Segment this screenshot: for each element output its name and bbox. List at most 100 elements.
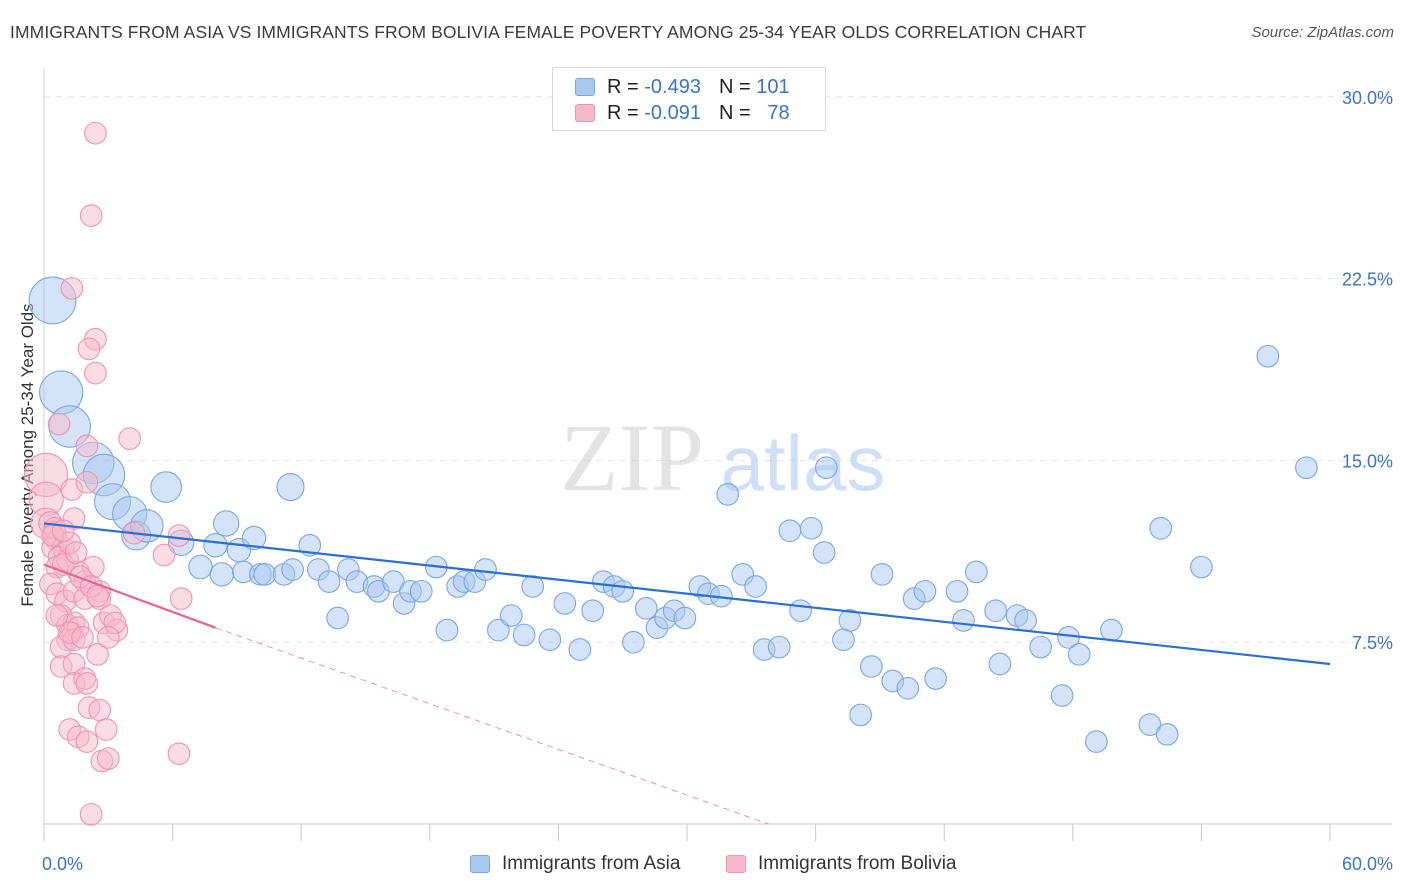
x-tick-label-max: 60.0% — [1342, 854, 1393, 874]
bottom-legend-bolivia: Immigrants from Bolivia — [726, 852, 957, 876]
bolivia-point — [51, 519, 75, 543]
asia-swatch — [575, 78, 595, 96]
bolivia-point — [94, 718, 118, 741]
bottom-bolivia-swatch — [726, 855, 746, 873]
bolivia-point — [118, 427, 142, 450]
asia-point — [281, 558, 304, 581]
bolivia-point — [96, 626, 120, 649]
bolivia-point — [79, 204, 103, 227]
asia-point — [1295, 456, 1318, 480]
bolivia-point — [167, 742, 191, 766]
asia-point — [1100, 618, 1123, 642]
asia-point — [812, 541, 836, 564]
asia-point — [474, 558, 497, 581]
asia-point — [778, 519, 802, 543]
bolivia-point — [64, 541, 88, 564]
asia-point — [188, 554, 213, 580]
asia-point — [622, 630, 645, 654]
bolivia-n-value: 78 — [767, 101, 790, 124]
asia-r-label: R = — [607, 75, 639, 98]
asia-point — [317, 570, 341, 593]
y-tick-label: 30.0% — [1342, 88, 1393, 108]
asia-point — [553, 592, 577, 615]
bolivia-point — [79, 802, 103, 826]
asia-point — [634, 596, 658, 620]
asia-point — [568, 638, 592, 661]
asia-point — [859, 655, 883, 678]
asia-point — [673, 606, 697, 630]
asia-point — [1256, 344, 1280, 368]
asia-point — [276, 473, 305, 502]
asia-point — [924, 667, 947, 690]
bolivia-point — [167, 524, 191, 547]
bolivia-n-label: N = — [718, 101, 751, 124]
bottom-bolivia-label: Immigrants from Bolivia — [758, 853, 957, 874]
asia-point — [150, 471, 183, 503]
chart-title: IMMIGRANTS FROM ASIA VS IMMIGRANTS FROM … — [10, 22, 1087, 42]
series-asia — [28, 276, 1318, 753]
bolivia-point — [75, 730, 99, 753]
asia-n-label: N = — [718, 75, 751, 98]
asia-point — [1149, 516, 1173, 540]
bottom-legend-asia: Immigrants from Asia — [470, 852, 680, 876]
asia-point — [1029, 635, 1052, 659]
bolivia-point — [47, 412, 71, 436]
asia-point — [409, 579, 433, 603]
bolivia-point — [84, 361, 107, 385]
watermark: ZIP atlas — [560, 404, 885, 511]
bolivia-point — [60, 276, 84, 300]
asia-point — [213, 510, 240, 537]
asia-point — [241, 525, 267, 551]
y-tick-label: 15.0% — [1342, 451, 1393, 471]
bolivia-trend-line — [43, 563, 216, 629]
bolivia-r-value: -0.091 — [644, 101, 701, 124]
asia-n-value: 101 — [756, 75, 790, 98]
asia-point — [1190, 555, 1213, 579]
asia-point — [521, 575, 545, 598]
bolivia-point — [75, 672, 99, 695]
bolivia-point — [96, 747, 120, 770]
asia-point — [611, 579, 635, 603]
asia-point — [952, 609, 975, 632]
bolivia-point — [45, 604, 69, 627]
y-tick-label: 22.5% — [1342, 270, 1393, 290]
asia-point — [209, 562, 235, 587]
bolivia-point — [152, 543, 176, 567]
asia-point — [964, 560, 988, 584]
asia-point — [913, 579, 937, 603]
bolivia-r-label: R = — [607, 101, 639, 124]
asia-point — [1067, 642, 1091, 666]
bolivia-point — [86, 642, 109, 666]
bolivia-point — [88, 698, 112, 722]
bolivia-point — [75, 434, 99, 458]
asia-point — [326, 606, 349, 630]
bolivia-point — [71, 626, 94, 649]
asia-point — [382, 570, 405, 593]
axes — [43, 68, 1392, 841]
asia-point — [487, 618, 510, 642]
bolivia-trend-extension — [215, 627, 769, 825]
x-tick-label-min: 0.0% — [42, 854, 83, 874]
asia-point — [435, 618, 459, 642]
asia-point — [838, 609, 862, 632]
asia-point — [1085, 730, 1108, 753]
asia-point — [832, 628, 855, 652]
bolivia-point — [77, 337, 101, 361]
legend-row-bolivia: R = -0.091 N = 78 — [575, 101, 790, 125]
asia-point — [1138, 713, 1162, 736]
asia-point — [767, 635, 791, 659]
trend-lines — [43, 522, 1331, 825]
y-tick-label: 7.5% — [1352, 633, 1393, 653]
gridlines — [44, 96, 1392, 643]
asia-point — [870, 562, 894, 586]
asia-point — [1155, 722, 1179, 746]
bolivia-point — [84, 121, 107, 145]
asia-point — [849, 703, 872, 727]
tick-labels: 7.5% 15.0% 22.5% 30.0% 0.0% 60.0% — [42, 88, 1393, 874]
asia-point — [1050, 684, 1074, 707]
watermark-zip: ZIP — [560, 404, 704, 511]
bolivia-point — [75, 470, 99, 494]
asia-point — [298, 533, 322, 557]
asia-point — [203, 532, 228, 558]
